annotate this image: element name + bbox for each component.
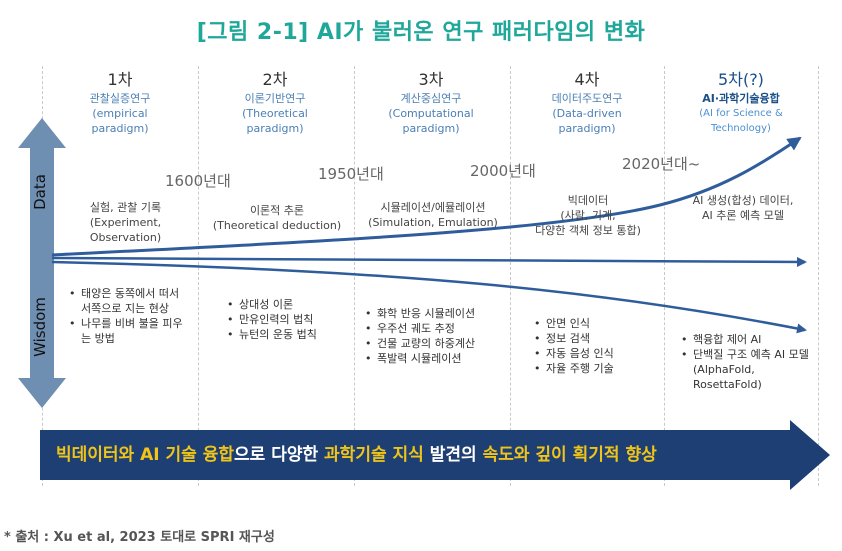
list-item: 자동 음성 인식 xyxy=(533,346,661,361)
era-name-en: (empirical xyxy=(92,107,148,120)
list-item: 건물 교량의 하중계산 xyxy=(364,336,509,351)
data-growth-curve xyxy=(51,136,802,257)
figure-title: [그림 2-1] AI가 불러온 연구 패러다임의 변화 xyxy=(196,20,646,45)
list-item: 화학 반응 시뮬레이션 xyxy=(364,306,509,321)
era-number: 3차 xyxy=(418,70,444,89)
list-item: 정보 검색 xyxy=(533,331,661,346)
era-name-en: paradigm) xyxy=(558,122,616,135)
era-name-en: paradigm) xyxy=(91,122,149,135)
era-name-en: (AI for Science & xyxy=(699,108,783,119)
desc-line: 실험, 관찰 기록 xyxy=(89,201,162,214)
era-name: 계산중심연구 xyxy=(400,92,462,105)
column-separator xyxy=(198,66,199,486)
data-desc-3: 시뮬레이션/에뮬레이션 (Simulation, Emulation) xyxy=(358,200,508,230)
era-name-en: (Theoretical xyxy=(242,107,308,120)
data-wisdom-axis-arrow xyxy=(18,118,66,408)
era-name: 데이터주도연구 xyxy=(551,92,623,105)
list-item: 상대성 이론 xyxy=(226,297,351,312)
era-name: 관찰실증연구 xyxy=(89,92,151,105)
era-name-en: (Data-driven xyxy=(552,107,622,120)
era-2-header: 2차 이론기반연구 (Theoretical paradigm) xyxy=(200,70,350,136)
banner-highlight: 빅데이터와 AI 기술 융합 xyxy=(56,445,234,465)
desc-line: (사람, 기계, xyxy=(560,209,616,222)
era-4-header: 4차 데이터주도연구 (Data-driven paradigm) xyxy=(512,70,662,136)
axis-label-data: Data xyxy=(31,174,49,210)
era-1-header: 1차 관찰실증연구 (empirical paradigm) xyxy=(45,70,195,136)
era-number: 1차 xyxy=(107,70,133,89)
desc-line: AI 생성(합성) 데이터, xyxy=(692,194,794,207)
list-item: 핵융합 제어 AI xyxy=(680,332,810,347)
wisdom-list-5: 핵융합 제어 AI 단백질 구조 예측 AI 모델 (AlphaFold, Ro… xyxy=(680,332,810,392)
list-item: 태양은 동쪽에서 떠서 서쪽으로 지는 현상 xyxy=(68,286,186,316)
axis-label-wisdom: Wisdom xyxy=(31,297,49,357)
wisdom-growth-curve xyxy=(51,260,807,334)
era-number: 2차 xyxy=(262,70,288,89)
list-item: 안면 인식 xyxy=(533,316,661,331)
column-separator xyxy=(354,66,355,486)
list-item: 단백질 구조 예측 AI 모델 (AlphaFold, RosettaFold) xyxy=(680,347,810,392)
era-name-en: (Computational xyxy=(388,107,474,120)
column-separator xyxy=(510,66,511,486)
desc-line: (Theoretical deduction) xyxy=(212,219,342,232)
list-item: 나무를 비벼 불을 피우는 방법 xyxy=(68,316,186,346)
wisdom-list-4: 안면 인식 정보 검색 자동 음성 인식 자율 주행 기술 xyxy=(533,316,661,376)
year-label: 1950년대 xyxy=(318,165,384,183)
column-separator xyxy=(664,66,665,486)
list-item: 폭발력 시뮬레이션 xyxy=(364,351,509,366)
data-desc-1: 실험, 관찰 기록 (Experiment, Observation) xyxy=(58,200,193,245)
data-desc-4: 빅데이터 (사람, 기계, 다양한 객체 정보 통합) xyxy=(513,193,663,238)
era-name: 이론기반연구 xyxy=(244,92,306,105)
era-name-en: paradigm) xyxy=(402,122,460,135)
center-line xyxy=(51,256,807,267)
desc-line: 이론적 추론 xyxy=(249,204,305,217)
banner-plain: 발견의 xyxy=(423,445,483,465)
data-desc-5: AI 생성(합성) 데이터, AI 추론 예측 모델 xyxy=(668,193,818,223)
list-item: 뉴턴의 운동 법칙 xyxy=(226,327,351,342)
era-name-en: Technology) xyxy=(711,123,771,134)
era-name: AI·과학기술융합 xyxy=(702,92,780,105)
list-item: 자율 주행 기술 xyxy=(533,361,661,376)
year-label: 2000년대 xyxy=(470,162,536,180)
desc-line: (Experiment, xyxy=(89,216,162,229)
era-3-header: 3차 계산중심연구 (Computational paradigm) xyxy=(356,70,506,136)
data-desc-2: 이론적 추론 (Theoretical deduction) xyxy=(203,203,351,233)
wisdom-list-3: 화학 반응 시뮬레이션 우주선 궤도 추정 건물 교량의 하중계산 폭발력 시뮬… xyxy=(364,306,509,366)
banner-text: 빅데이터와 AI 기술 융합으로 다양한 과학기술 지식 발견의 속도와 깊이 … xyxy=(56,440,776,465)
desc-line: (Simulation, Emulation) xyxy=(368,216,498,229)
era-name-en: paradigm) xyxy=(246,122,304,135)
desc-line: AI 추론 예측 모델 xyxy=(702,209,784,222)
era-number: 4차 xyxy=(574,70,600,89)
wisdom-list-1: 태양은 동쪽에서 떠서 서쪽으로 지는 현상 나무를 비벼 불을 피우는 방법 xyxy=(68,286,186,346)
list-item: 만유인력의 법칙 xyxy=(226,312,351,327)
era-5-header: 5차(?) AI·과학기술융합 (AI for Science & Techno… xyxy=(666,70,816,136)
column-separator xyxy=(818,66,819,486)
wisdom-list-2: 상대성 이론 만유인력의 법칙 뉴턴의 운동 법칙 xyxy=(226,297,351,342)
banner-arrow xyxy=(40,420,830,490)
desc-line: 빅데이터 xyxy=(567,194,609,207)
desc-line: Observation) xyxy=(89,231,162,244)
year-label: 2020년대~ xyxy=(622,155,701,173)
year-label: 1600년대 xyxy=(165,172,231,190)
desc-line: 시뮬레이션/에뮬레이션 xyxy=(380,201,486,214)
banner-highlight: 과학기술 지식 xyxy=(324,445,424,465)
banner-plain: 으로 다양한 xyxy=(234,445,325,465)
banner-highlight: 속도와 깊이 획기적 향상 xyxy=(482,445,657,465)
list-item: 우주선 궤도 추정 xyxy=(364,321,509,336)
source-note: * 출처 : Xu et al, 2023 토대로 SPRI 재구성 xyxy=(4,530,275,545)
era-number: 5차(?) xyxy=(718,70,764,89)
desc-line: 다양한 객체 정보 통합) xyxy=(535,224,641,237)
